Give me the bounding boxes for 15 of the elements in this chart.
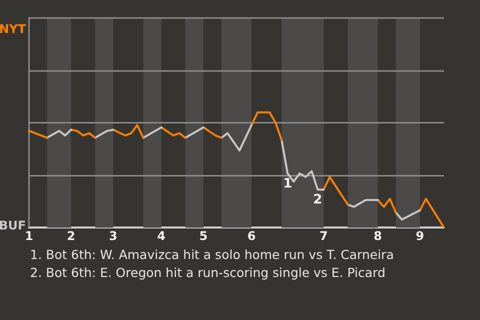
- text: NYT: [0, 22, 27, 36]
- annotation: 1: [283, 176, 292, 192]
- text: 2. Bot 6th: E. Oregon hit a run-scoring single vs E. Picard: [30, 264, 386, 282]
- x-tick-label: 3: [109, 228, 118, 243]
- x-tick-label: 5: [199, 228, 208, 243]
- text: 1. Bot 6th: W. Amavizca hit a solo home run vs T. Carneira: [30, 246, 395, 264]
- annotation: 2: [313, 192, 322, 208]
- x-tick-label: 7: [320, 228, 328, 243]
- x-tick-label: 8: [374, 228, 382, 243]
- text: BUF: [0, 218, 26, 233]
- x-tick-label: 6: [247, 228, 256, 243]
- x-tick-label: 1: [24, 228, 34, 243]
- x-tick-label: 9: [416, 228, 424, 243]
- x-tick-label: 2: [66, 228, 76, 243]
- x-tick-label: 4: [157, 228, 166, 243]
